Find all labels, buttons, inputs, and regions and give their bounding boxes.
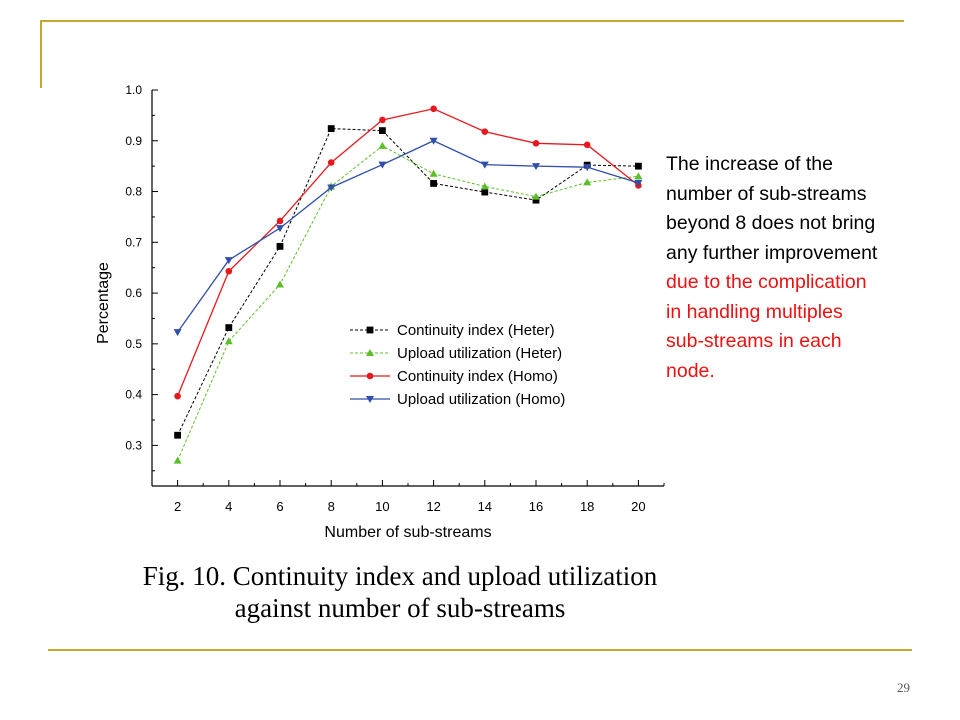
data-point <box>430 180 437 187</box>
data-point <box>634 172 643 180</box>
x-tick-label: 14 <box>478 499 492 514</box>
y-axis-title: Percentage <box>95 262 112 344</box>
series-line <box>177 128 639 436</box>
top-rule <box>40 20 904 22</box>
x-tick-label: 4 <box>225 499 232 514</box>
data-point <box>429 137 438 145</box>
data-point <box>583 164 592 172</box>
y-tick-label: 0.7 <box>125 235 142 249</box>
series-line <box>177 140 639 333</box>
y-tick-label: 0.6 <box>125 286 142 300</box>
figure-caption: Fig. 10. Continuity index and upload uti… <box>120 560 680 624</box>
data-point <box>480 182 489 190</box>
data-point <box>378 161 387 169</box>
x-tick-label: 18 <box>580 499 594 514</box>
data-point <box>276 280 284 288</box>
data-point <box>481 188 489 196</box>
note-line: node. <box>666 359 715 382</box>
slide-number: 29 <box>897 680 910 695</box>
data-point <box>327 159 335 166</box>
data-point <box>173 329 182 337</box>
note-line: number of sub-streams <box>666 182 867 205</box>
data-point <box>174 431 181 439</box>
data-point <box>481 128 489 135</box>
note-line: due to the complication <box>666 271 867 293</box>
data-point <box>379 127 386 135</box>
left-rule <box>40 20 42 88</box>
note-line: sub-streams in each <box>666 330 842 352</box>
data-point <box>276 225 284 233</box>
x-tick-label: 16 <box>529 499 543 514</box>
series-line <box>176 108 639 397</box>
note-line: The increase of the <box>666 153 833 175</box>
note-line: beyond 8 does not bring <box>666 212 876 234</box>
data-point <box>224 337 233 345</box>
data-point <box>634 179 643 187</box>
data-point <box>532 163 540 171</box>
legend-marker <box>366 372 374 380</box>
y-tick-label: 0.3 <box>125 438 142 452</box>
bottom-rule <box>48 649 912 651</box>
x-tick-label: 8 <box>328 499 335 514</box>
x-tick-label: 12 <box>426 499 440 514</box>
data-point <box>224 257 233 265</box>
legend-label: Continuity index (Heter) <box>397 322 555 339</box>
x-tick-label: 10 <box>375 499 389 514</box>
data-point <box>480 161 489 169</box>
x-tick-label: 2 <box>174 499 181 514</box>
data-point <box>173 456 182 464</box>
note-line: in handling multiples <box>666 300 843 323</box>
data-point <box>225 267 233 275</box>
x-axis-title: Number of sub-streams <box>324 524 491 541</box>
y-tick-label: 0.4 <box>125 388 142 402</box>
data-point <box>174 392 181 400</box>
y-tick-label: 0.8 <box>125 185 142 199</box>
legend-label: Upload utilization (Heter) <box>397 345 562 362</box>
data-point <box>532 192 540 200</box>
data-point <box>327 125 335 132</box>
x-tick-label: 6 <box>276 499 283 514</box>
legend-marker <box>366 326 374 334</box>
data-point <box>429 169 438 177</box>
data-point <box>532 196 540 204</box>
data-point <box>379 116 386 124</box>
data-point <box>327 184 336 192</box>
data-point <box>583 141 591 149</box>
data-point <box>583 178 592 186</box>
y-tick-label: 1.0 <box>125 83 142 97</box>
series-line <box>177 145 639 461</box>
legend-marker <box>366 349 374 356</box>
caption-line-1: Fig. 10. Continuity index and upload uti… <box>142 561 658 591</box>
y-tick-label: 0.5 <box>125 337 142 351</box>
legend-label: Upload utilization (Homo) <box>397 391 565 408</box>
data-point <box>276 242 284 250</box>
data-point <box>635 162 642 170</box>
y-tick-label: 0.9 <box>125 134 142 148</box>
legend-label: Continuity index (Homo) <box>397 368 558 385</box>
legend-marker <box>366 396 374 403</box>
data-point <box>225 324 233 331</box>
data-point <box>276 217 284 225</box>
x-tick-label: 20 <box>631 499 645 514</box>
caption-line-2: against number of sub-streams <box>234 593 566 623</box>
side-note: The increase of the number of sub-stream… <box>666 150 946 386</box>
data-point <box>430 105 437 113</box>
data-point <box>378 141 387 149</box>
note-line: any further improvement <box>666 241 878 264</box>
data-point <box>532 140 540 147</box>
